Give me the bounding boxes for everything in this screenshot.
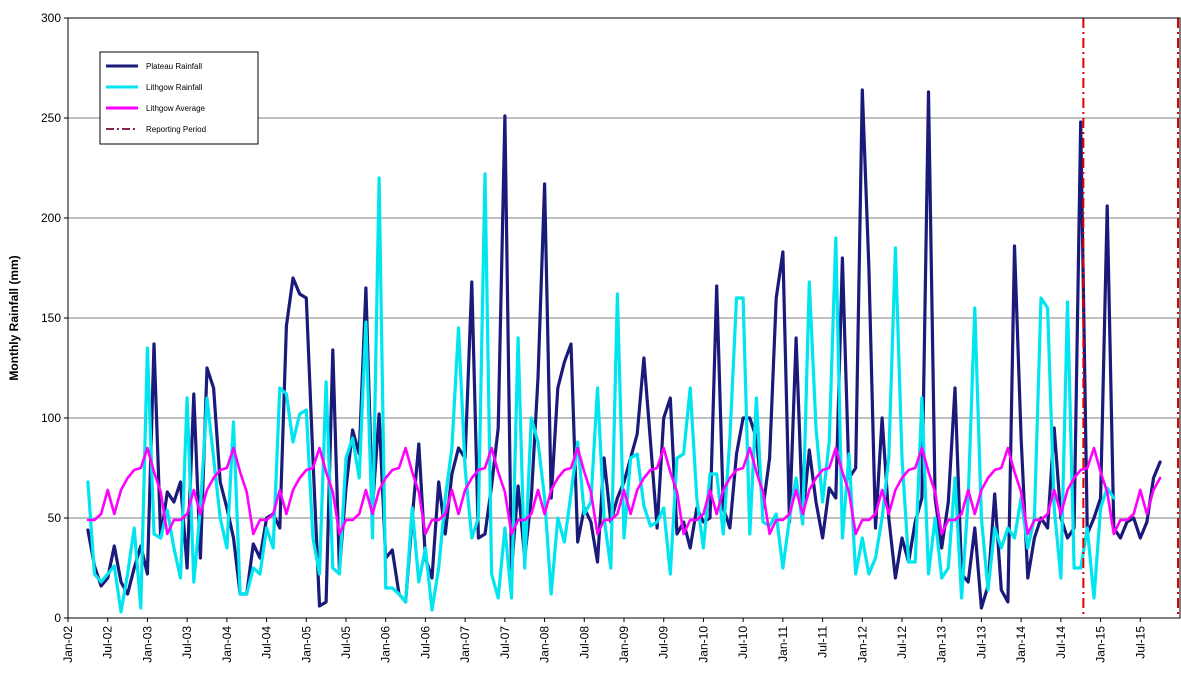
- x-tick-label: Jul-15: [1133, 626, 1147, 659]
- x-tick-label: Jul-10: [736, 626, 750, 659]
- x-tick-label: Jul-08: [577, 626, 591, 659]
- legend-label: Reporting Period: [146, 125, 206, 134]
- x-tick-label: Jan-10: [696, 626, 710, 663]
- x-tick-label: Jan-05: [299, 626, 313, 663]
- y-tick-label: 100: [41, 411, 61, 425]
- y-axis-ticks: 0 50 100 150 200 250 300: [41, 11, 68, 625]
- series-line-lithgow-rainfall: [86, 172, 1116, 614]
- reporting-period-markers: [1082, 18, 1179, 618]
- x-tick-label: Jan-13: [935, 626, 949, 663]
- x-tick-label: Jan-03: [140, 626, 154, 663]
- x-tick-label: Jan-09: [617, 626, 631, 663]
- series-line-lithgow-average: [86, 446, 1162, 536]
- x-tick-label: Jan-14: [1014, 626, 1028, 663]
- y-tick-label: 200: [41, 211, 61, 225]
- x-tick-label: Jan-02: [61, 626, 75, 663]
- x-tick-label: Jul-03: [180, 626, 194, 659]
- x-tick-label: Jan-07: [458, 626, 472, 663]
- x-tick-label: Jul-13: [974, 626, 988, 659]
- legend-label: Lithgow Average: [146, 104, 206, 113]
- legend-label: Lithgow Rainfall: [146, 83, 203, 92]
- x-tick-label: Jul-06: [418, 626, 432, 659]
- y-axis-title: Monthly Rainfall (mm): [7, 255, 21, 380]
- plot-area-frame: [67, 17, 1181, 619]
- x-tick-label: Jan-04: [220, 626, 234, 663]
- y-tick-label: 300: [41, 11, 61, 25]
- y-tick-label: 0: [54, 611, 61, 625]
- x-tick-label: Jan-11: [776, 626, 790, 662]
- series-layer: [86, 88, 1162, 614]
- x-tick-label: Jul-09: [657, 626, 671, 659]
- x-tick-label: Jul-04: [260, 626, 274, 659]
- x-axis-ticks: Jan-02 Jul-02 Jan-03 Jul-03 Jan-04 Jul-04 Jan-…: [61, 618, 1147, 663]
- x-tick-label: Jan-06: [379, 626, 393, 663]
- y-tick-label: 50: [48, 511, 62, 525]
- x-tick-label: Jul-05: [339, 626, 353, 659]
- x-tick-label: Jan-08: [538, 626, 552, 663]
- x-tick-label: Jul-07: [498, 626, 512, 659]
- x-tick-label: Jul-14: [1054, 626, 1068, 659]
- legend: Plateau Rainfall Lithgow Rainfall Lithgow …: [99, 51, 259, 145]
- x-tick-label: Jul-12: [895, 626, 909, 659]
- x-tick-label: Jan-15: [1094, 626, 1108, 663]
- x-tick-label: Jul-11: [816, 626, 830, 658]
- y-tick-label: 250: [41, 111, 61, 125]
- x-tick-label: Jul-02: [101, 626, 115, 659]
- x-tick-label: Jan-12: [855, 626, 869, 663]
- legend-label: Plateau Rainfall: [146, 62, 202, 71]
- y-tick-label: 150: [41, 311, 61, 325]
